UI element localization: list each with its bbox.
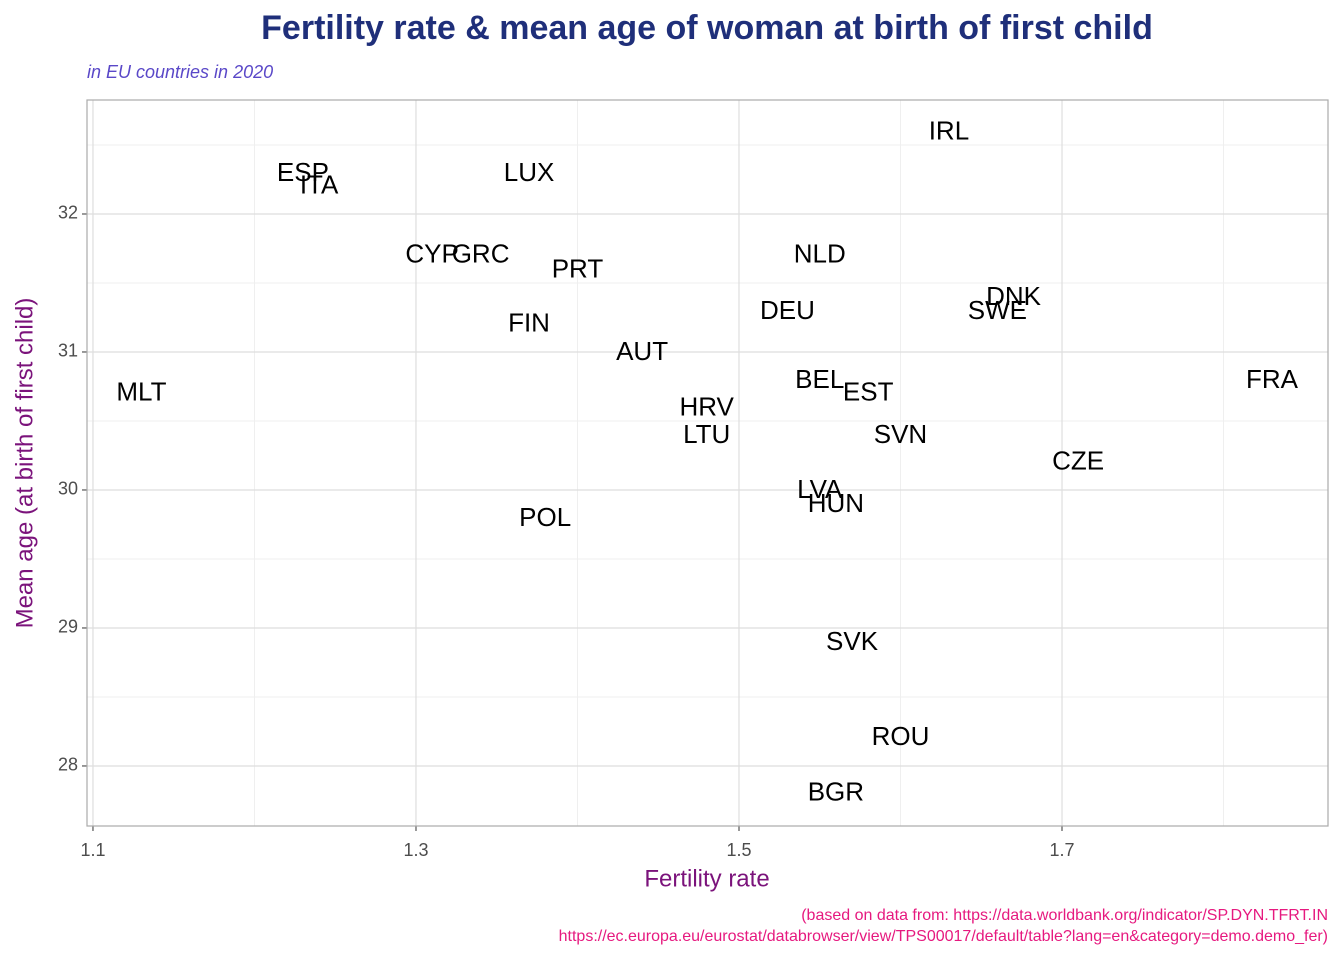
point-label: CZE: [1052, 445, 1104, 475]
point-label: IRL: [929, 115, 969, 145]
point-label: ROU: [872, 721, 930, 751]
point-label: SVN: [874, 419, 927, 449]
point-label: FRA: [1246, 364, 1299, 394]
point-label: AUT: [616, 336, 668, 366]
point-label: FIN: [508, 307, 550, 337]
point-label: GRC: [452, 238, 510, 268]
point-label: SWE: [968, 295, 1027, 325]
chart-title: Fertility rate & mean age of woman at bi…: [261, 9, 1153, 47]
point-label: SVK: [826, 626, 879, 656]
point-label: ESP: [277, 157, 329, 187]
point-label: LUX: [504, 157, 555, 187]
plot-border: [86, 99, 1329, 827]
point-label: LTU: [683, 419, 730, 449]
y-tick-label: 32: [58, 203, 78, 223]
point-label: EST: [843, 376, 894, 406]
x-tick-label: 1.3: [403, 840, 428, 860]
y-axis-label: Mean age (at birth of first child): [11, 298, 38, 629]
y-tick-label: 31: [58, 341, 78, 361]
x-tick-label: 1.1: [80, 840, 105, 860]
caption: https://ec.europa.eu/eurostat/databrowse…: [559, 928, 1328, 945]
point-label: PRT: [552, 253, 604, 283]
point-label: POL: [519, 502, 571, 532]
y-tick-label: 28: [58, 755, 78, 775]
x-tick-label: 1.7: [1049, 840, 1074, 860]
x-axis-label: Fertility rate: [644, 865, 769, 892]
point-label: BEL: [795, 364, 844, 394]
y-tick-label: 29: [58, 617, 78, 637]
chart-subtitle: in EU countries in 2020: [87, 62, 273, 82]
caption: (based on data from: https://data.worldb…: [801, 907, 1328, 924]
point-label: NLD: [794, 238, 846, 268]
point-label: ITA: [300, 169, 339, 199]
point-label: MLT: [116, 376, 166, 406]
point-label: CYP: [405, 238, 458, 268]
point-label: HUN: [808, 488, 864, 518]
point-label: DNK: [986, 281, 1042, 311]
point-label: LVA: [797, 474, 843, 504]
point-label: BGR: [808, 776, 864, 806]
y-tick-label: 30: [58, 479, 78, 499]
point-label: HRV: [679, 391, 734, 421]
x-tick-label: 1.5: [726, 840, 751, 860]
point-label: DEU: [760, 295, 815, 325]
